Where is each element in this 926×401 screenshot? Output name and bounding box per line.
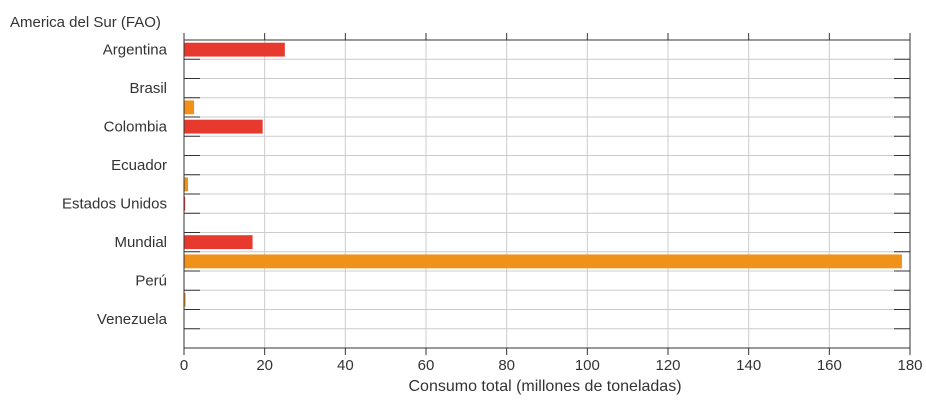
bar <box>184 235 253 250</box>
category-label: Mundial <box>114 234 167 251</box>
category-label: Colombia <box>104 118 168 135</box>
category-label: Venezuela <box>97 311 168 328</box>
x-tick-label: 100 <box>575 357 600 374</box>
x-tick-label: 120 <box>655 357 680 374</box>
grid <box>184 40 910 348</box>
category-label: Brasil <box>129 80 167 97</box>
x-tick-label: 140 <box>736 357 761 374</box>
bar <box>184 177 189 192</box>
category-label: Argentina <box>103 41 168 58</box>
x-tick-label: 0 <box>180 357 188 374</box>
category-label: Ecuador <box>111 157 167 174</box>
header-label: America del Sur (FAO) <box>10 14 161 31</box>
bar <box>184 254 902 269</box>
bar <box>184 100 195 115</box>
labels: 0 20 40 60 80 100 120 140 160 180 Argentina Brasil C… <box>62 41 923 374</box>
x-tick-label: 20 <box>256 357 273 374</box>
bar <box>184 292 186 307</box>
ticks <box>183 33 911 355</box>
category-label: Perú <box>135 272 167 289</box>
x-tick-label: 180 <box>897 357 922 374</box>
bar <box>184 119 263 134</box>
x-tick-label: 160 <box>817 357 842 374</box>
x-tick-label: 60 <box>418 357 435 374</box>
x-axis-title: Consumo total (millones de toneladas) <box>408 378 681 395</box>
bar <box>184 42 285 57</box>
bar <box>184 196 186 211</box>
category-label: Estados Unidos <box>62 195 167 212</box>
x-tick-label: 40 <box>337 357 354 374</box>
bars <box>184 42 902 307</box>
x-tick-label: 80 <box>498 357 515 374</box>
